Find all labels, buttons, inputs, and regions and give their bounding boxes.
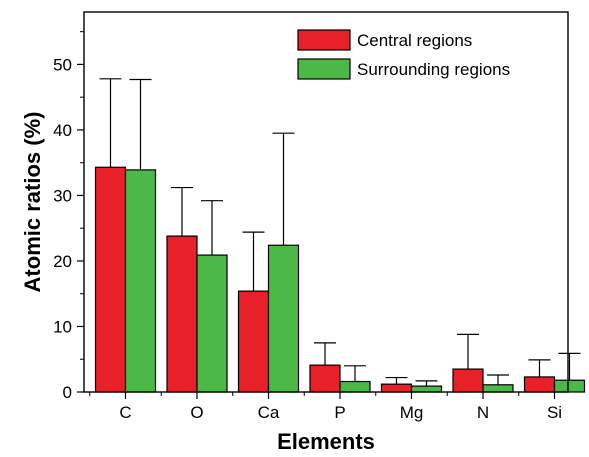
x-tick-label-p: P: [334, 403, 345, 422]
x-tick-label-o: O: [190, 403, 203, 422]
bar-surrounding-c: [124, 169, 157, 393]
bar-central-p: [309, 364, 341, 393]
bar-surrounding-si: [553, 379, 586, 393]
plot-frame: [83, 11, 569, 393]
ticks-layer: 0 10 20 30 40 50 C O Ca P Mg N Si: [53, 31, 562, 422]
y-tick-label: 10: [53, 317, 72, 336]
x-tick-label-n: N: [477, 403, 489, 422]
x-tick-label-mg: Mg: [400, 403, 424, 422]
bar-central-o: [166, 235, 198, 393]
y-axis-title: Atomic ratios (%): [20, 112, 45, 293]
x-axis-title: Elements: [277, 429, 375, 454]
bar-central-n: [452, 368, 484, 393]
bar-central-c: [94, 166, 127, 393]
legend-swatch-surrounding: [297, 58, 351, 80]
bars-layer: [94, 166, 586, 393]
x-tick-label-si: Si: [547, 403, 562, 422]
legend-label-central: Central regions: [357, 31, 472, 50]
y-tick-label: 30: [53, 186, 72, 205]
y-tick-label: 40: [53, 121, 72, 140]
y-tick-label: 20: [53, 252, 72, 271]
x-tick-label-c: C: [119, 403, 131, 422]
bar-surrounding-o: [196, 254, 228, 393]
axes-layer: [83, 11, 569, 393]
y-tick-label: 0: [63, 383, 72, 402]
bar-surrounding-p: [339, 380, 371, 393]
bar-central-mg: [380, 383, 413, 393]
bar-surrounding-ca: [267, 244, 300, 393]
legend-swatch-central: [297, 29, 351, 51]
bar-central-ca: [237, 290, 270, 393]
bar-surrounding-n: [482, 384, 514, 393]
legend-label-surrounding: Surrounding regions: [357, 60, 510, 79]
bar-surrounding-mg: [410, 385, 443, 393]
x-tick-label-ca: Ca: [258, 403, 280, 422]
legend: Central regions Surrounding regions: [297, 29, 510, 80]
error-bars-layer: [99, 78, 581, 387]
bar-central-si: [523, 376, 556, 393]
y-tick-label: 50: [53, 55, 72, 74]
